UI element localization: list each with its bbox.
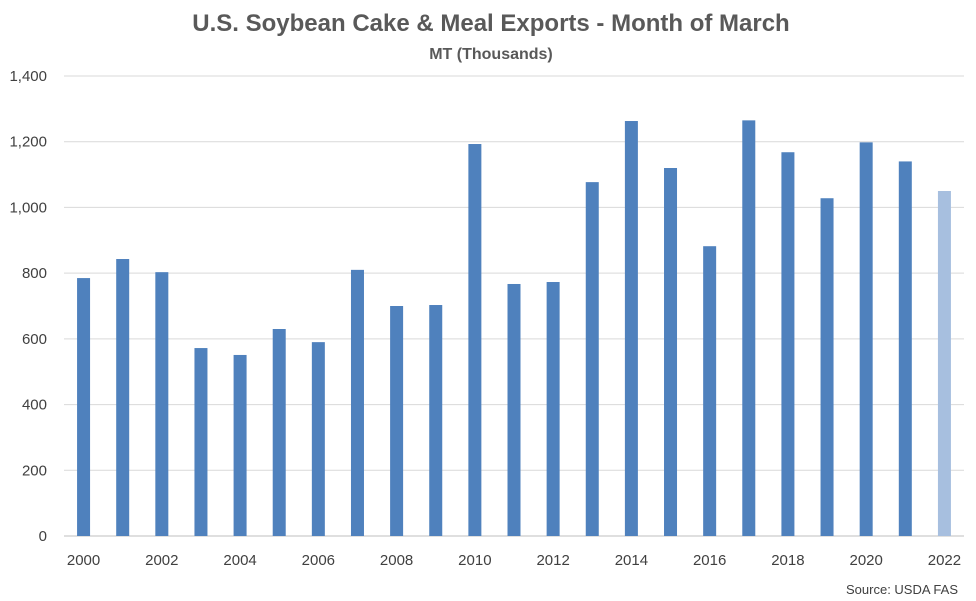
- y-tick-label: 400: [22, 397, 47, 414]
- bar-2000: [77, 278, 91, 536]
- bar-2013: [585, 182, 599, 536]
- y-tick-label: 600: [22, 331, 47, 348]
- bar-2005: [272, 329, 286, 536]
- bar-2001: [116, 259, 130, 536]
- x-tick-label: 2014: [615, 552, 648, 569]
- bar-2022: [937, 191, 951, 536]
- bar-2018: [781, 152, 795, 536]
- x-tick-label: 2016: [693, 552, 726, 569]
- source-note: Source: USDA FAS: [846, 582, 958, 597]
- bar-2021: [898, 161, 912, 536]
- bar-2002: [155, 272, 169, 536]
- bar-2020: [859, 142, 873, 536]
- bar-2004: [233, 354, 247, 536]
- y-tick-label: 800: [22, 265, 47, 282]
- bar-2009: [429, 305, 443, 536]
- x-tick-label: 2004: [223, 552, 256, 569]
- bar-2006: [311, 342, 325, 536]
- x-tick-label: 2006: [302, 552, 335, 569]
- bar-2010: [468, 144, 482, 536]
- bars: [77, 120, 951, 536]
- bar-2003: [194, 348, 208, 536]
- bar-2014: [624, 121, 638, 536]
- x-axis: 2000 2002 2004 2006 2008 2010 2012 2014 2016 2018…: [67, 552, 961, 569]
- bar-2012: [546, 282, 560, 536]
- bar-2011: [507, 283, 521, 536]
- x-tick-label: 2008: [380, 552, 413, 569]
- x-tick-label: 2012: [536, 552, 569, 569]
- x-tick-label: 2000: [67, 552, 100, 569]
- bar-2015: [664, 168, 678, 536]
- y-tick-label: 1,200: [9, 134, 47, 151]
- bar-2007: [350, 269, 364, 536]
- x-tick-label: 2020: [849, 552, 882, 569]
- bar-2019: [820, 198, 834, 536]
- y-tick-label: 1,400: [9, 68, 47, 85]
- y-tick-label: 200: [22, 462, 47, 479]
- x-tick-label: 2010: [458, 552, 491, 569]
- x-tick-label: 2018: [771, 552, 804, 569]
- bar-2017: [742, 120, 756, 536]
- bar-2008: [390, 306, 404, 536]
- chart-subtitle: MT (Thousands): [429, 46, 553, 63]
- y-axis: 0 200 400 600 800 1,000 1,200 1,400: [9, 68, 47, 545]
- x-tick-label: 2022: [928, 552, 961, 569]
- y-tick-label: 1,000: [9, 199, 47, 216]
- chart-title: U.S. Soybean Cake & Meal Exports - Month…: [192, 10, 789, 37]
- y-tick-label: 0: [39, 528, 47, 545]
- x-tick-label: 2002: [145, 552, 178, 569]
- bar-2016: [703, 246, 717, 536]
